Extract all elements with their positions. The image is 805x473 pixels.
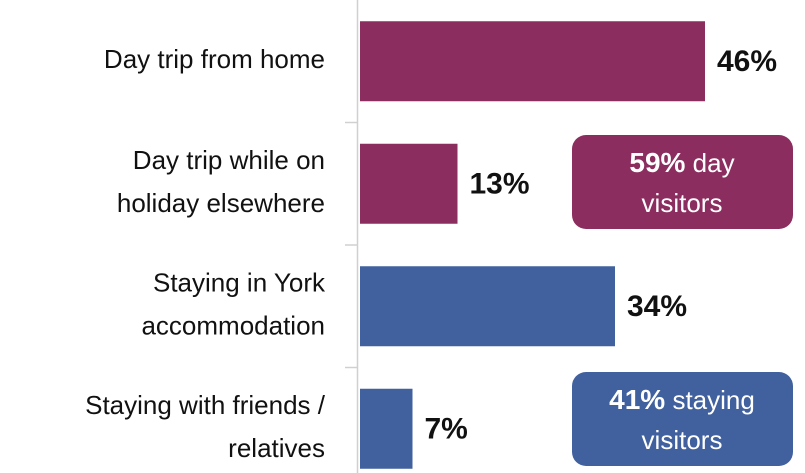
category-label: Staying in York	[153, 268, 326, 298]
annotation-text-part: day	[693, 148, 735, 178]
annotation-box	[572, 135, 793, 229]
value-label: 34%	[627, 290, 687, 323]
value-label: 46%	[717, 45, 777, 78]
category-label: Day trip from home	[104, 44, 325, 74]
value-label: 13%	[470, 168, 530, 201]
annotation-box	[572, 372, 793, 466]
category-label: relatives	[228, 433, 325, 463]
category-label: Staying with friends /	[85, 390, 326, 420]
annotation-text: 41% staying	[609, 384, 755, 415]
annotation-text: 59% day	[629, 147, 734, 178]
annotation-line2: visitors	[642, 188, 723, 218]
category-label: accommodation	[141, 311, 325, 341]
bar	[360, 21, 705, 102]
bar	[360, 388, 413, 469]
category-label: Day trip while on	[133, 145, 325, 175]
annotation-text-part: staying	[672, 385, 754, 415]
annotation-bold: 41%	[609, 384, 665, 415]
value-label: 7%	[425, 413, 468, 446]
bar	[360, 143, 458, 224]
category-label: holiday elsewhere	[117, 188, 325, 218]
annotation-line2: visitors	[642, 425, 723, 455]
annotation-bold: 59%	[629, 147, 685, 178]
bar	[360, 266, 615, 347]
